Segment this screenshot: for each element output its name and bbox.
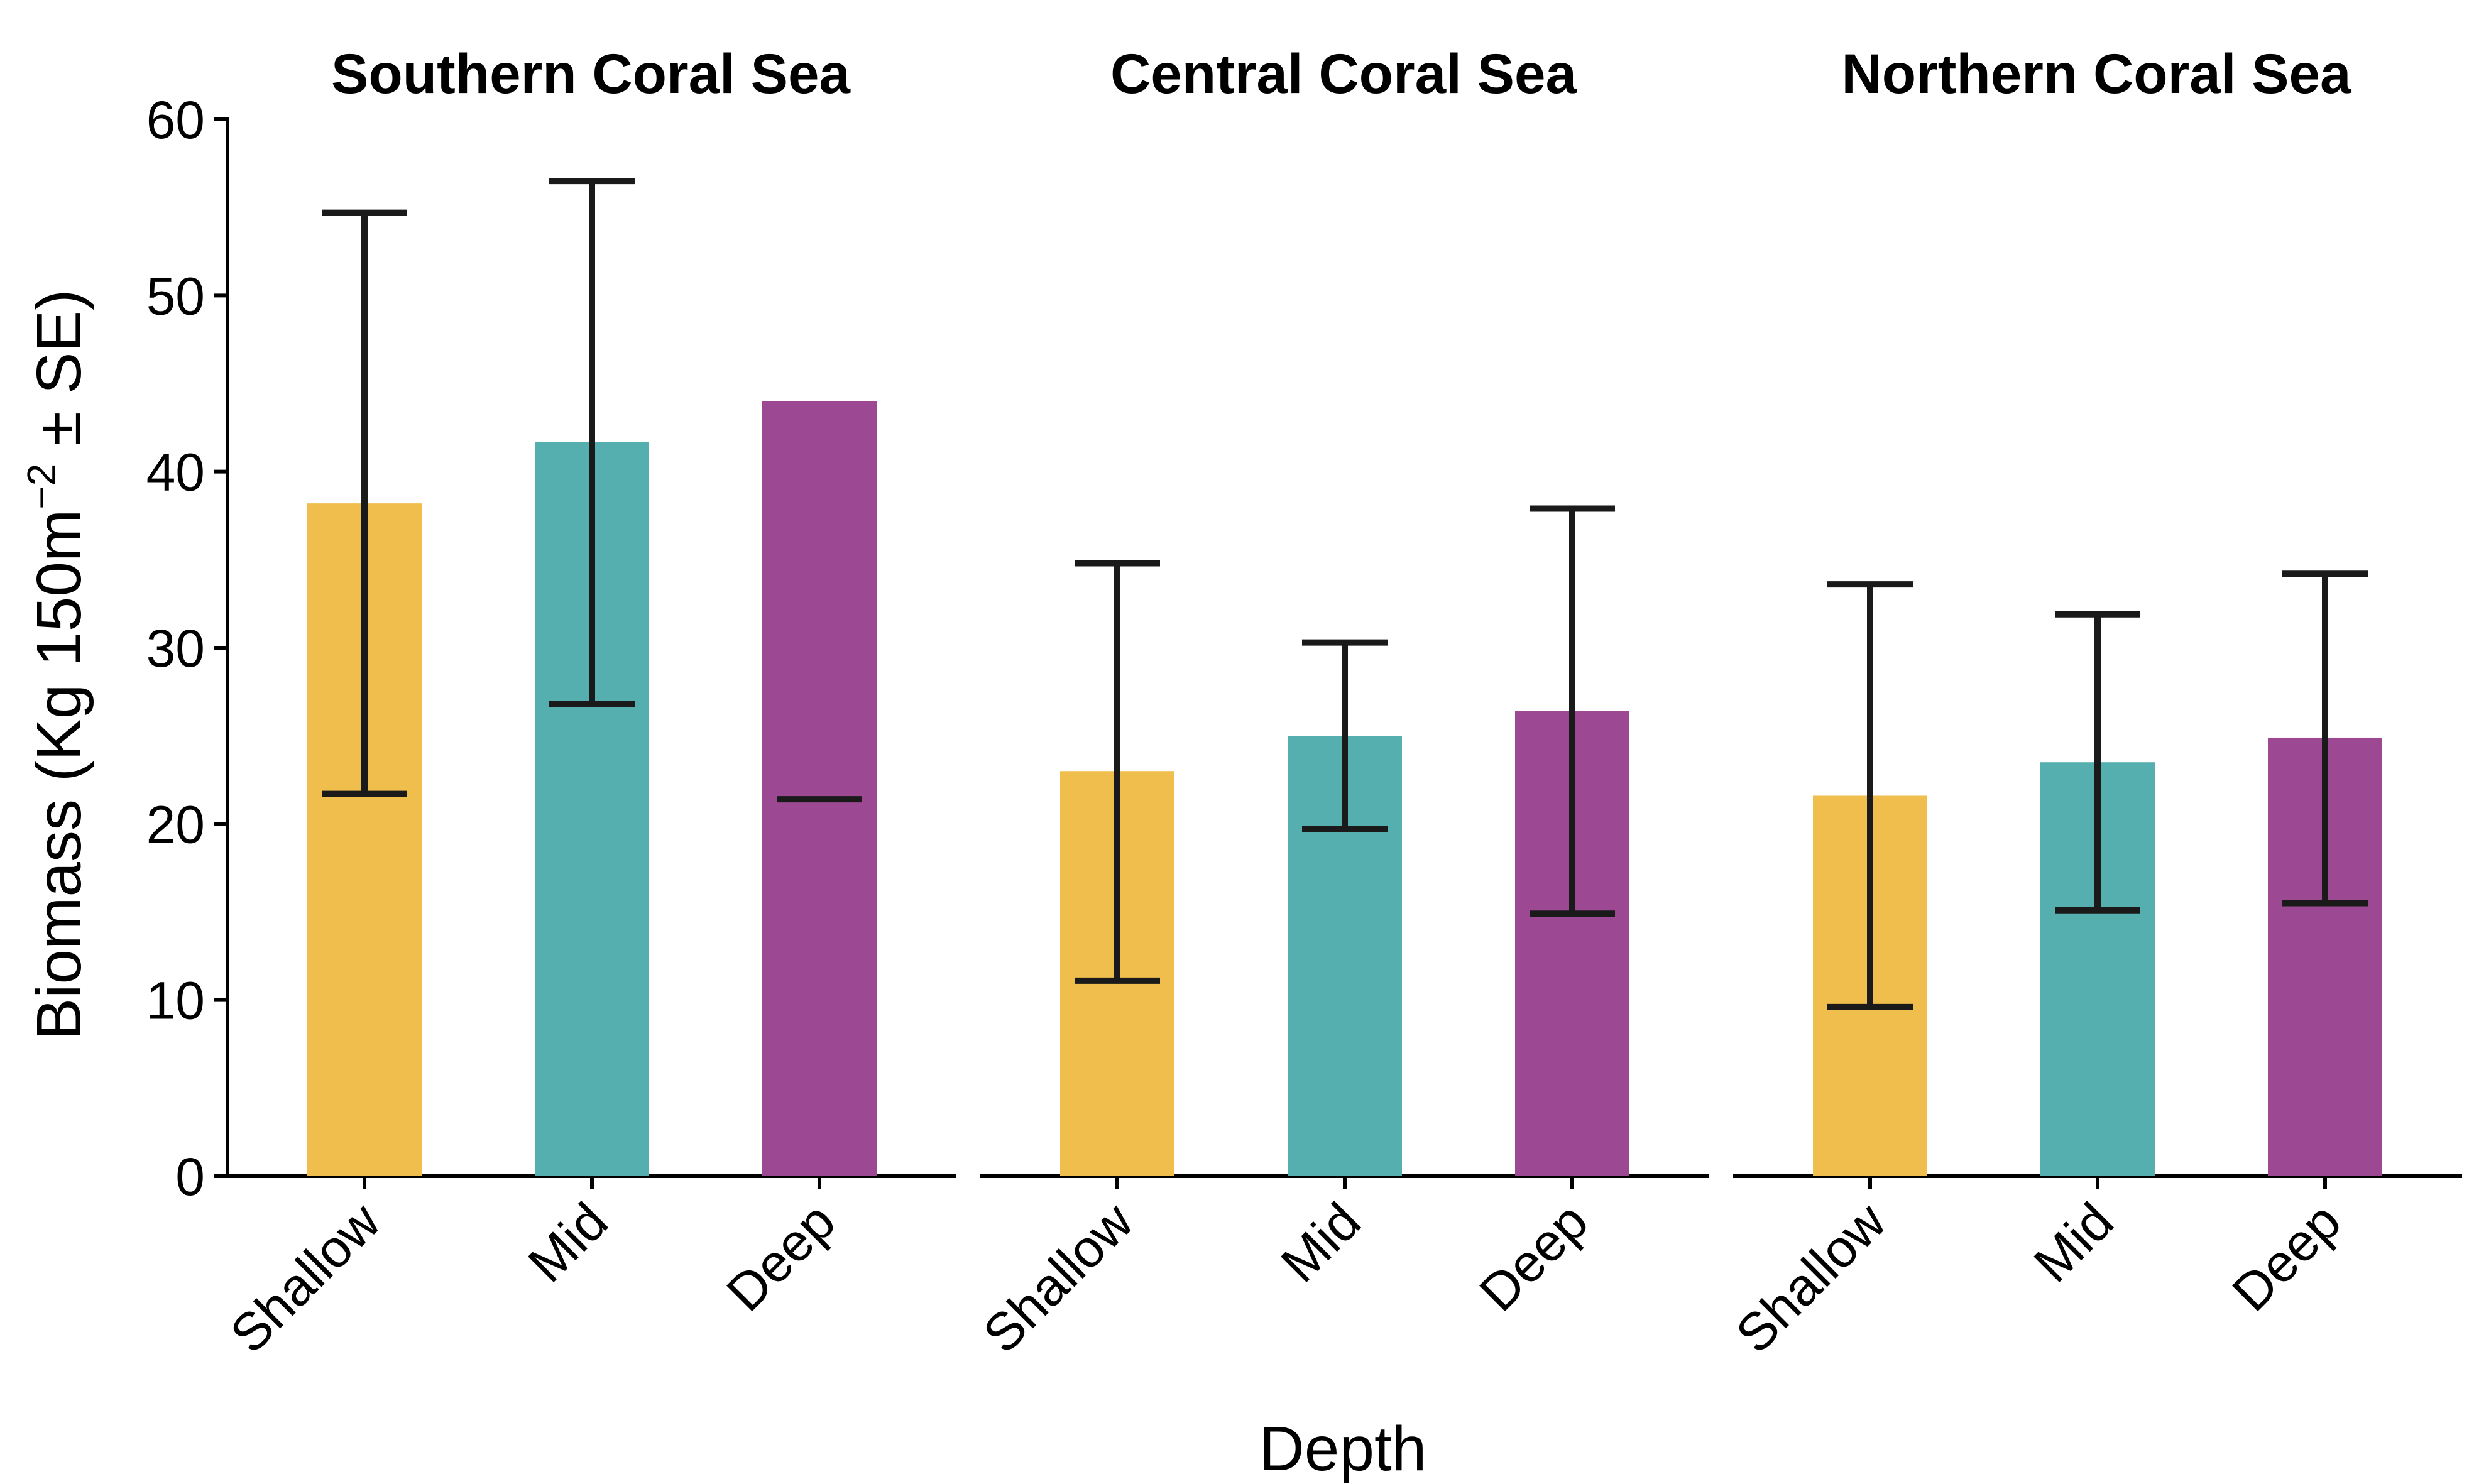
x-tick-label: Mid <box>1270 1191 1372 1293</box>
error-bar <box>549 178 635 707</box>
x-tick-label: Deep <box>1468 1191 1599 1322</box>
panel-3: Northern Coral Sea Shallow Mid Deep <box>1724 42 2462 1364</box>
y-tick-label: 10 <box>146 971 205 1030</box>
x-tick-label: Mid <box>517 1191 619 1293</box>
y-tick-label: 30 <box>146 619 205 678</box>
y-tick-label: 60 <box>146 90 205 150</box>
y-tick-label: 40 <box>146 443 205 502</box>
panel-title: Central Coral Sea <box>1110 42 1577 105</box>
y-axis: 0 10 20 30 40 50 60 <box>146 90 229 1206</box>
y-axis-title: Biomass (Kg 150m−2 ± SE) <box>19 290 94 1040</box>
y-axis-title-tail: ± SE) <box>24 290 94 464</box>
x-tick-label: Shallow <box>219 1191 391 1364</box>
x-tick-label: Shallow <box>972 1191 1144 1364</box>
x-tick-label: Mid <box>2023 1191 2125 1293</box>
error-bar <box>1302 639 1388 832</box>
bar-deep <box>762 401 877 1176</box>
y-axis-title-superscript: −2 <box>19 464 64 510</box>
y-tick-label: 0 <box>175 1147 205 1206</box>
x-tick-label: Deep <box>715 1191 846 1322</box>
error-bar <box>322 209 407 797</box>
y-axis-title-main: Biomass (Kg 150m <box>24 510 94 1040</box>
x-tick-label: Deep <box>2221 1191 2351 1322</box>
error-bar <box>1530 505 1615 917</box>
x-tick-label: Shallow <box>1724 1191 1897 1364</box>
error-bar <box>1827 581 1913 1010</box>
error-bar <box>2055 611 2140 914</box>
y-tick-label: 50 <box>146 266 205 325</box>
x-axis-title: Depth <box>1259 1414 1427 1484</box>
error-bar <box>1075 560 1160 984</box>
y-tick-label: 20 <box>146 795 205 854</box>
panel-title: Southern Coral Sea <box>331 42 851 105</box>
error-bar <box>2282 570 2368 907</box>
panel-2: Central Coral Sea Shallow Mid Deep <box>972 42 1709 1364</box>
panel-title: Northern Coral Sea <box>1841 42 2352 105</box>
panel-1: Southern Coral Sea Shallow Mid Deep <box>219 42 956 1364</box>
